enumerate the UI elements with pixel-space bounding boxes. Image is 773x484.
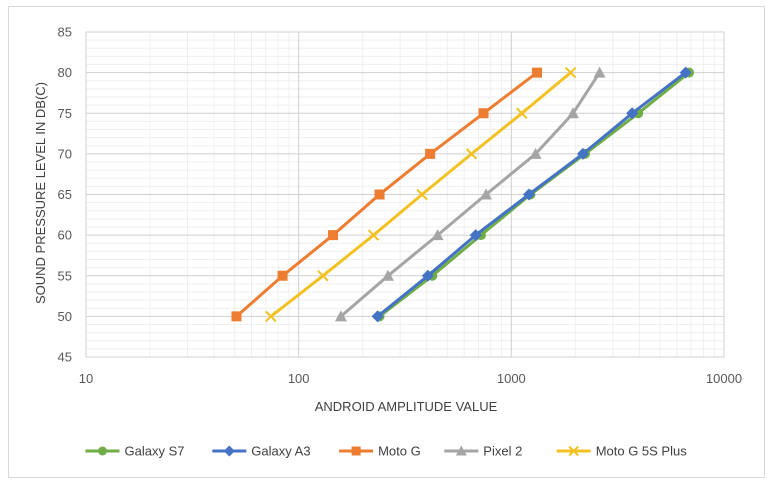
y-tick-label: 80	[58, 65, 72, 80]
y-tick-label: 75	[58, 106, 72, 121]
x-axis-title: ANDROID AMPLITUDE VALUE	[315, 399, 498, 414]
data-point-pixel-2	[431, 229, 444, 241]
series-moto-g-5s-plus	[265, 66, 577, 323]
legend-label: Galaxy S7	[125, 444, 185, 459]
x-tick-label: 1000	[497, 371, 526, 386]
data-point-pixel-2	[593, 66, 606, 78]
y-tick-label: 85	[58, 25, 72, 40]
legend-label: Pixel 2	[483, 444, 522, 459]
y-tick-label: 65	[58, 187, 72, 202]
legend-marker	[568, 445, 579, 457]
y-tick-label: 60	[58, 228, 72, 243]
series-pixel-2	[334, 66, 606, 322]
marker-stroke	[465, 148, 478, 160]
data-point-pixel-2	[381, 269, 394, 281]
plot-area-border	[85, 31, 725, 358]
legend-label: Moto G	[378, 444, 421, 459]
legend-marker	[351, 446, 361, 456]
series-moto-g	[231, 67, 542, 322]
data-point-moto-g	[374, 189, 385, 200]
legend-item-galaxy-s7: Galaxy S7	[85, 444, 185, 459]
data-point-moto-g	[425, 148, 436, 159]
legend: Galaxy S7 Galaxy A3 Moto G Pixel 2 Moto G 5S…	[85, 444, 688, 459]
x-tick-label: 100	[288, 371, 310, 386]
data-point-galaxy-a3	[522, 188, 535, 201]
marker-stroke	[568, 445, 579, 457]
data-point-moto-g-5s-plus	[367, 229, 380, 241]
data-point-moto-g	[327, 230, 338, 241]
legend-item-galaxy-a3: Galaxy A3	[212, 444, 311, 459]
data-point-galaxy-a3	[371, 310, 384, 323]
marker-stroke	[516, 107, 528, 119]
data-point-galaxy-a3	[576, 147, 589, 160]
marker-stroke	[416, 188, 428, 201]
legend-label: Galaxy A3	[251, 444, 310, 459]
y-tick-label: 55	[58, 268, 72, 283]
legend-marker	[455, 445, 467, 456]
data-point-galaxy-a3	[469, 229, 482, 242]
legend-item-pixel-2: Pixel 2	[444, 444, 522, 459]
data-point-galaxy-a3	[679, 66, 692, 79]
legend-marker	[98, 446, 107, 456]
axes: 45 50 55 60 65 70 75 80 85 10 100 1000 10000	[58, 25, 743, 387]
chart-frame: 45 50 55 60 65 70 75 80 85 10 100 1000 10000 Galaxy …	[8, 6, 765, 478]
data-point-moto-g-5s-plus	[416, 188, 428, 201]
marker-stroke	[317, 270, 329, 282]
data-point-moto-g	[478, 108, 489, 119]
y-axis-title: SOUND PRESSURE LEVEL IN DB(C)	[33, 82, 48, 304]
y-tick-label: 45	[58, 350, 72, 365]
data-point-pixel-2	[567, 107, 580, 119]
marker-stroke	[265, 310, 277, 323]
x-tick-label: 10	[79, 371, 93, 386]
data-point-moto-g-5s-plus	[564, 66, 577, 79]
data-point-moto-g	[231, 311, 242, 322]
series-galaxy-a3	[371, 66, 692, 323]
y-tick-label: 50	[58, 309, 72, 324]
data-point-galaxy-a3	[421, 269, 434, 282]
data-point-moto-g	[277, 270, 288, 281]
data-series	[231, 66, 695, 323]
data-point-moto-g-5s-plus	[465, 148, 478, 160]
data-point-pixel-2	[529, 147, 542, 159]
marker-stroke	[564, 66, 577, 79]
line-chart: 45 50 55 60 65 70 75 80 85 10 100 1000 10000 Galaxy …	[33, 25, 743, 459]
marker-stroke	[367, 229, 380, 241]
legend-item-moto-g-5s-plus: Moto G 5S Plus	[556, 444, 688, 459]
grid	[85, 31, 725, 358]
data-point-moto-g-5s-plus	[516, 107, 528, 119]
data-point-pixel-2	[479, 188, 492, 200]
y-tick-label: 70	[58, 146, 72, 161]
legend-item-moto-g: Moto G	[339, 444, 421, 459]
legend-label: Moto G 5S Plus	[596, 444, 688, 459]
data-point-galaxy-a3	[626, 107, 639, 120]
data-point-pixel-2	[334, 310, 347, 322]
x-tick-label: 10000	[706, 371, 742, 386]
data-point-moto-g	[531, 67, 542, 78]
legend-marker	[223, 445, 235, 457]
data-point-moto-g-5s-plus	[317, 270, 329, 282]
data-point-moto-g-5s-plus	[265, 310, 277, 323]
